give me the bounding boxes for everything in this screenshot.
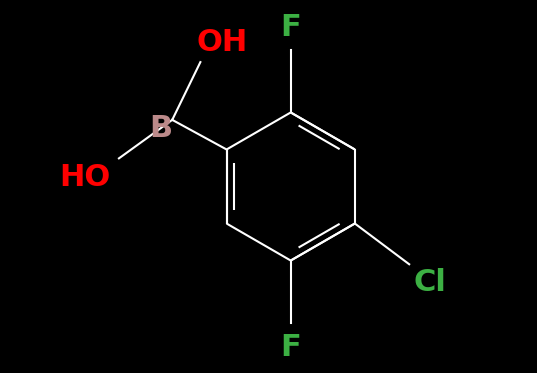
Text: F: F	[280, 13, 301, 42]
Text: Cl: Cl	[413, 268, 446, 297]
Text: B: B	[150, 114, 173, 143]
Text: OH: OH	[197, 28, 248, 57]
Text: HO: HO	[59, 163, 111, 192]
Text: F: F	[280, 333, 301, 363]
